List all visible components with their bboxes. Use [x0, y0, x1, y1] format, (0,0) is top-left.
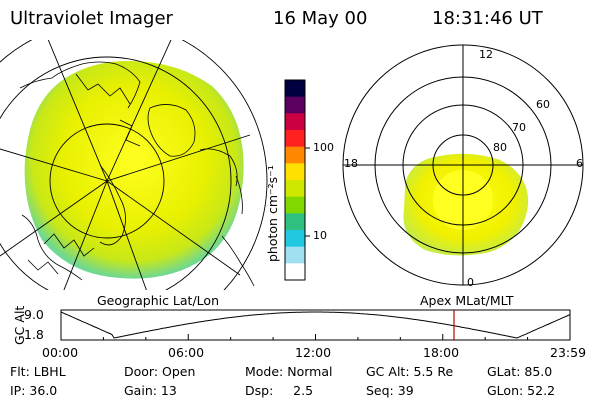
- apex-map-label: Apex MLat/MLT: [420, 293, 514, 308]
- instrument-title: Ultraviolet Imager: [10, 8, 173, 29]
- colorbar-swatch: [285, 246, 305, 264]
- colorbar: [285, 80, 305, 281]
- colorbar-tick-100: 100: [313, 141, 334, 154]
- status-glat: GLat: 85.0: [487, 364, 553, 379]
- mlt-label-6: 6: [576, 157, 583, 170]
- mlat-label-70: 70: [512, 121, 526, 134]
- colorbar-frame: [284, 79, 306, 281]
- auroral-emission-disk: [24, 61, 244, 279]
- colorbar-swatch: [285, 213, 305, 231]
- apex-map: [342, 44, 584, 286]
- mlat-label-80: 80: [493, 141, 507, 154]
- time-tick-2359: 23:59: [550, 345, 587, 360]
- time-tick-0000: 00:00: [42, 345, 79, 360]
- status-gc-alt: GC Alt: 5.5 Re: [366, 364, 454, 379]
- colorbar-swatch: [285, 130, 305, 148]
- colorbar-swatch: [285, 196, 305, 214]
- colorbar-swatch: [285, 263, 305, 281]
- colorbar-swatch: [285, 113, 305, 131]
- altitude-tick-9: 9.0: [24, 307, 44, 322]
- colorbar-swatch: [285, 180, 305, 198]
- time-tick-1800: 18:00: [423, 345, 460, 360]
- coastlines: [19, 61, 255, 287]
- date-label: 16 May 00: [273, 8, 368, 29]
- mlt-label-12: 12: [479, 48, 493, 61]
- colorbar-swatch: [285, 96, 305, 114]
- colorbar-swatch: [285, 230, 305, 248]
- status-gain: Gain: 13: [124, 383, 177, 398]
- colorbar-swatch: [285, 163, 305, 181]
- status-mode: Mode: Normal: [245, 364, 333, 379]
- status-dsp: Dsp: 2.5: [245, 383, 314, 398]
- altitude-plot: [60, 309, 571, 341]
- status-seq: Seq: 39: [366, 383, 414, 398]
- status-door: Door: Open: [124, 364, 196, 379]
- time-tick-0600: 06:00: [168, 345, 205, 360]
- altitude-curve: [60, 311, 571, 339]
- time-tick-1200: 12:00: [295, 345, 332, 360]
- colorbar-tick-10: 10: [313, 229, 327, 242]
- status-filter: Flt: LBHL: [10, 364, 66, 379]
- status-ip: IP: 36.0: [10, 383, 58, 398]
- geo-latitude-rings: [0, 40, 268, 290]
- mlat-label-60: 60: [536, 98, 550, 111]
- geographic-map: [0, 40, 268, 290]
- colorbar-unit-label: photon cm⁻²s⁻¹: [265, 165, 280, 262]
- altitude-tick-1-8: 1.8: [24, 327, 44, 342]
- mlt-label-18: 18: [344, 157, 358, 170]
- colorbar-swatch: [285, 146, 305, 164]
- mlt-label-0: 0: [467, 276, 474, 289]
- geo-meridians: [0, 40, 251, 290]
- status-glon: GLon: 52.2: [487, 383, 556, 398]
- colorbar-swatch: [285, 80, 305, 98]
- mlt-lines: [343, 45, 583, 285]
- geo-map-label: Geographic Lat/Lon: [97, 293, 219, 308]
- time-label: 18:31:46 UT: [432, 8, 543, 29]
